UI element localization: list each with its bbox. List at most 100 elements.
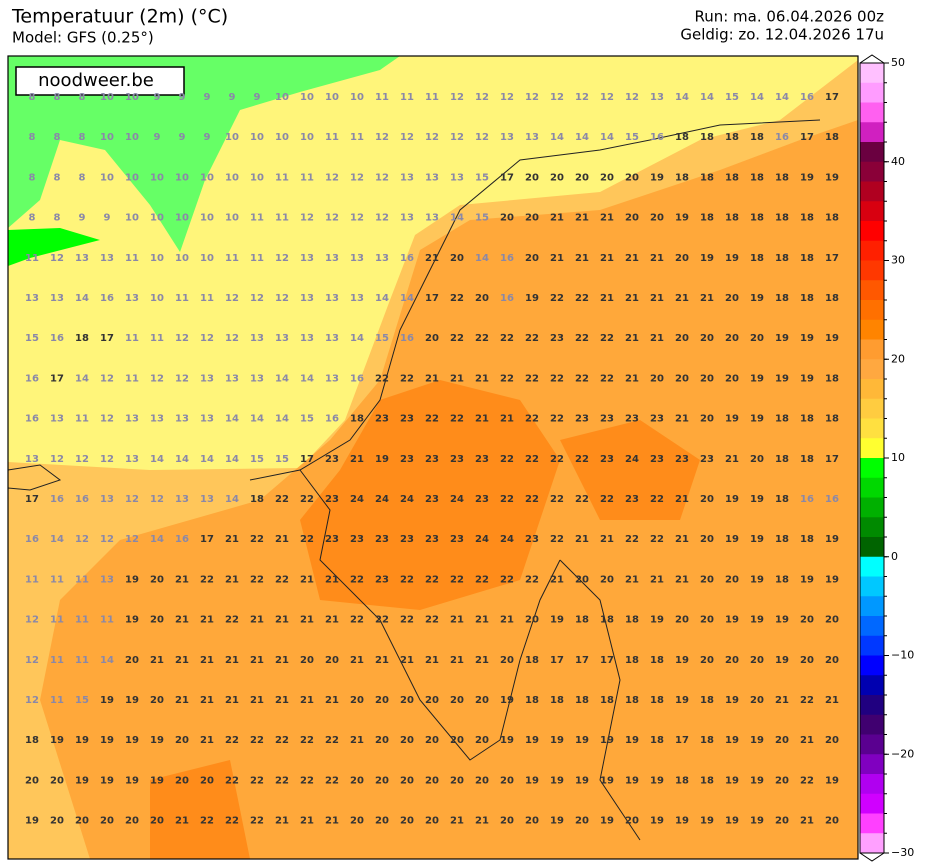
grid-value: 20 (450, 775, 464, 786)
grid-value: 24 (625, 454, 639, 465)
grid-value: 18 (700, 775, 714, 786)
grid-value: 20 (25, 775, 39, 786)
grid-value: 18 (550, 695, 564, 706)
grid-value: 11 (150, 333, 164, 344)
grid-value: 21 (350, 655, 364, 666)
coastline (249, 119, 821, 481)
color-step (860, 655, 884, 676)
grid-value: 12 (225, 293, 239, 304)
grid-value: 20 (625, 172, 639, 183)
grid-value: 19 (125, 574, 139, 585)
grid-value: 19 (100, 695, 114, 706)
grid-value: 15 (250, 454, 264, 465)
grid-value: 22 (550, 454, 564, 465)
grid-value: 12 (325, 172, 339, 183)
grid-value: 21 (675, 494, 689, 505)
model-label: Model: GFS (0.25°) (12, 29, 154, 47)
grid-value: 12 (100, 414, 114, 425)
grid-value: 14 (675, 92, 689, 103)
grid-value: 11 (250, 213, 264, 224)
grid-value: 8 (54, 213, 61, 224)
grid-value: 18 (825, 414, 839, 425)
grid-value: 16 (500, 293, 514, 304)
color-step (860, 82, 884, 103)
grid-value: 12 (25, 655, 39, 666)
grid-value: 22 (275, 735, 289, 746)
grid-value: 10 (325, 92, 339, 103)
grid-value: 21 (625, 293, 639, 304)
grid-value: 22 (350, 615, 364, 626)
grid-value: 18 (800, 534, 814, 545)
grid-value: 20 (525, 816, 539, 827)
grid-value: 8 (79, 132, 86, 143)
color-step (860, 201, 884, 222)
grid-value: 17 (425, 293, 439, 304)
grid-value: 20 (700, 373, 714, 384)
grid-value: 22 (500, 373, 514, 384)
grid-value: 19 (725, 615, 739, 626)
grid-value: 21 (300, 816, 314, 827)
color-step (860, 122, 884, 143)
hot-area (560, 420, 700, 520)
grid-value: 21 (175, 695, 189, 706)
grid-value: 10 (175, 213, 189, 224)
grid-value: 22 (400, 373, 414, 384)
grid-value: 19 (150, 775, 164, 786)
grid-value: 20 (425, 333, 439, 344)
grid-value: 18 (525, 655, 539, 666)
grid-value: 8 (79, 92, 86, 103)
grid-value: 13 (325, 293, 339, 304)
grid-value: 13 (325, 253, 339, 264)
grid-value: 12 (400, 132, 414, 143)
grid-value: 14 (450, 213, 464, 224)
color-step (860, 556, 884, 577)
grid-value: 20 (300, 655, 314, 666)
grid-value: 21 (150, 655, 164, 666)
grid-value: 10 (200, 213, 214, 224)
grid-value: 13 (50, 414, 64, 425)
grid-value: 23 (625, 494, 639, 505)
grid-value: 20 (525, 213, 539, 224)
grid-value: 22 (550, 494, 564, 505)
grid-value: 21 (175, 816, 189, 827)
grid-value: 17 (825, 454, 839, 465)
grid-value: 14 (400, 293, 414, 304)
grid-value: 20 (350, 775, 364, 786)
grid-value: 12 (75, 454, 89, 465)
grid-value: 22 (300, 775, 314, 786)
grid-value: 22 (550, 293, 564, 304)
grid-value: 21 (675, 414, 689, 425)
grid-value: 16 (350, 373, 364, 384)
grid-value: 10 (275, 132, 289, 143)
grid-value: 10 (125, 213, 139, 224)
grid-value: 22 (350, 574, 364, 585)
grid-value: 19 (650, 172, 664, 183)
color-step (860, 675, 884, 696)
grid-value: 21 (625, 333, 639, 344)
grid-value: 21 (475, 655, 489, 666)
grid-value: 13 (200, 414, 214, 425)
grid-value: 18 (775, 293, 789, 304)
grid-value: 20 (150, 574, 164, 585)
grid-value: 24 (400, 494, 414, 505)
grid-value: 20 (475, 735, 489, 746)
grid-value: 11 (350, 132, 364, 143)
color-step (860, 477, 884, 498)
grid-value: 12 (500, 92, 514, 103)
grid-value: 14 (600, 132, 614, 143)
grid-value: 19 (600, 775, 614, 786)
grid-value: 21 (375, 655, 389, 666)
grid-value: 16 (825, 494, 839, 505)
grid-value: 20 (475, 293, 489, 304)
grid-value: 16 (25, 414, 39, 425)
grid-value: 20 (500, 775, 514, 786)
grid-value: 19 (800, 333, 814, 344)
grid-value: 10 (200, 253, 214, 264)
grid-value: 19 (750, 293, 764, 304)
grid-value: 20 (700, 534, 714, 545)
grid-value: 21 (600, 293, 614, 304)
grid-value: 15 (475, 172, 489, 183)
grid-value: 21 (725, 454, 739, 465)
color-step (860, 774, 884, 795)
grid-value: 22 (300, 494, 314, 505)
